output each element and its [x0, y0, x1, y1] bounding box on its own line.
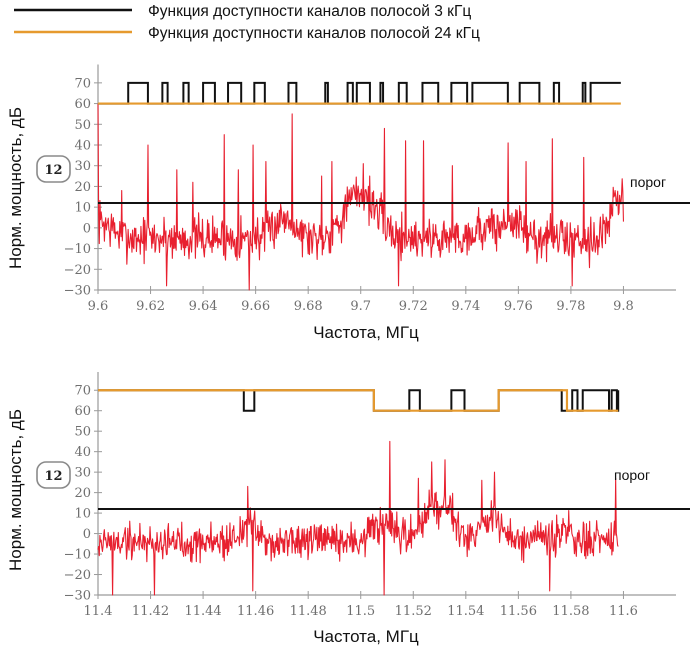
legend-label-24khz: Функция доступности каналов полосой 24 к…	[148, 25, 480, 42]
bottom-x-tick-label: 11.56	[500, 604, 537, 619]
top-x-tick-label: 9.64	[189, 299, 218, 314]
bottom-x-tick-label: 11.42	[132, 604, 169, 619]
top-x-axis-label: Частота, МГц	[313, 323, 419, 342]
bottom-x-tick-label: 11.6	[609, 604, 638, 619]
top-series	[97, 81, 690, 291]
top-x-tick-label: 9.62	[136, 299, 165, 314]
top-x-tick-label: 9.72	[399, 299, 428, 314]
bottom-x-axis-label: Частота, МГц	[313, 627, 419, 646]
top-y-tick-label: 20	[74, 180, 91, 195]
top-y-axis-label: Норм. мощность, дБ	[6, 107, 25, 269]
top-y-tick-label: 60	[74, 97, 91, 112]
bottom-threshold-badge: 12	[36, 461, 71, 489]
bottom-y-tick-label: 70	[74, 384, 91, 399]
top-x-tick-label: 9.8	[613, 299, 634, 314]
bottom-y-tick-label: 40	[74, 445, 91, 460]
bottom-threshold-label: порог	[614, 467, 650, 483]
bottom-noise-series	[97, 440, 619, 596]
top-y-tick-label: 10	[74, 201, 91, 216]
bottom-y-tick-label: 50	[74, 425, 91, 440]
top-threshold-badge-text: 12	[44, 163, 62, 178]
top-x-tick-label: 9.7	[350, 299, 371, 314]
legend-label-3khz: Функция доступности каналов полосой 3 кГ…	[148, 3, 471, 20]
bottom-x-tick-label: 11.54	[447, 604, 484, 619]
bottom-y-tick-label: −10	[64, 548, 91, 563]
bottom-availability-24khz	[98, 389, 619, 412]
bottom-y-tick-label: 10	[74, 507, 91, 522]
bottom-availability-3khz	[98, 389, 620, 412]
bottom-threshold-badge-text: 12	[44, 469, 62, 484]
top-availability-3khz	[98, 81, 621, 105]
bottom-x-tick-label: 11.48	[290, 604, 327, 619]
top-x-tick-label: 9.76	[504, 299, 533, 314]
top-labels: Норм. мощность, дБ Частота, МГц порог 12	[6, 107, 666, 342]
bottom-x-tick-label: 11.5	[346, 604, 375, 619]
top-y-tick-label: 0	[83, 221, 91, 236]
bottom-y-tick-label: 60	[74, 404, 91, 419]
bottom-series	[97, 389, 690, 596]
top-x-tick-label: 9.78	[556, 299, 585, 314]
legend: Функция доступности каналов полосой 3 кГ…	[14, 3, 480, 42]
bottom-y-axis-label: Норм. мощность, дБ	[6, 409, 25, 571]
bottom-y-tick-label: −20	[64, 568, 91, 583]
bottom-x-tick-label: 11.58	[552, 604, 589, 619]
bottom-y-tick-label: 0	[83, 527, 91, 542]
top-x-tick-label: 9.68	[294, 299, 323, 314]
top-y-tick-label: 70	[74, 76, 91, 91]
bottom-x-tick-label: 11.4	[84, 604, 113, 619]
top-y-tick-label: −10	[64, 242, 91, 257]
top-y-tick-label: 40	[74, 139, 91, 154]
top-noise-series	[97, 103, 624, 291]
bottom-x-tick-label: 11.46	[237, 604, 274, 619]
bottom-y-tick-label: −30	[64, 589, 91, 604]
top-y-tick-label: 50	[74, 118, 91, 133]
bottom-labels: Норм. мощность, дБ Частота, МГц порог 12	[6, 409, 650, 646]
top-x-tick-label: 9.66	[241, 299, 270, 314]
bottom-axes: −30 −20 −10 0 10 20 30 40 50 60 70 11.4 11.42 11.44 11…	[64, 372, 676, 619]
top-x-tick-label: 9.6	[88, 299, 109, 314]
bottom-y-tick-label: 20	[74, 486, 91, 501]
chart-top: −30 −20 −10 0 10 20 30 40 50 60 70 9.6 9.62 9.64 9.66 9…	[6, 64, 690, 342]
bottom-y-tick-label: 30	[74, 466, 91, 481]
top-x-tick-label: 9.74	[451, 299, 480, 314]
bottom-x-tick-label: 11.52	[395, 604, 432, 619]
top-axes: −30 −20 −10 0 10 20 30 40 50 60 70 9.6 9.62 9.64 9.66 9…	[64, 64, 676, 314]
chart-bottom: −30 −20 −10 0 10 20 30 40 50 60 70 11.4 11.42 11.44 11…	[6, 372, 690, 646]
top-y-tick-label: −30	[64, 284, 91, 299]
bottom-x-tick-label: 11.44	[184, 604, 221, 619]
top-y-tick-label: 30	[74, 159, 91, 174]
top-y-tick-label: −20	[64, 263, 91, 278]
top-threshold-label: порог	[630, 174, 666, 190]
top-threshold-badge: 12	[36, 155, 71, 183]
